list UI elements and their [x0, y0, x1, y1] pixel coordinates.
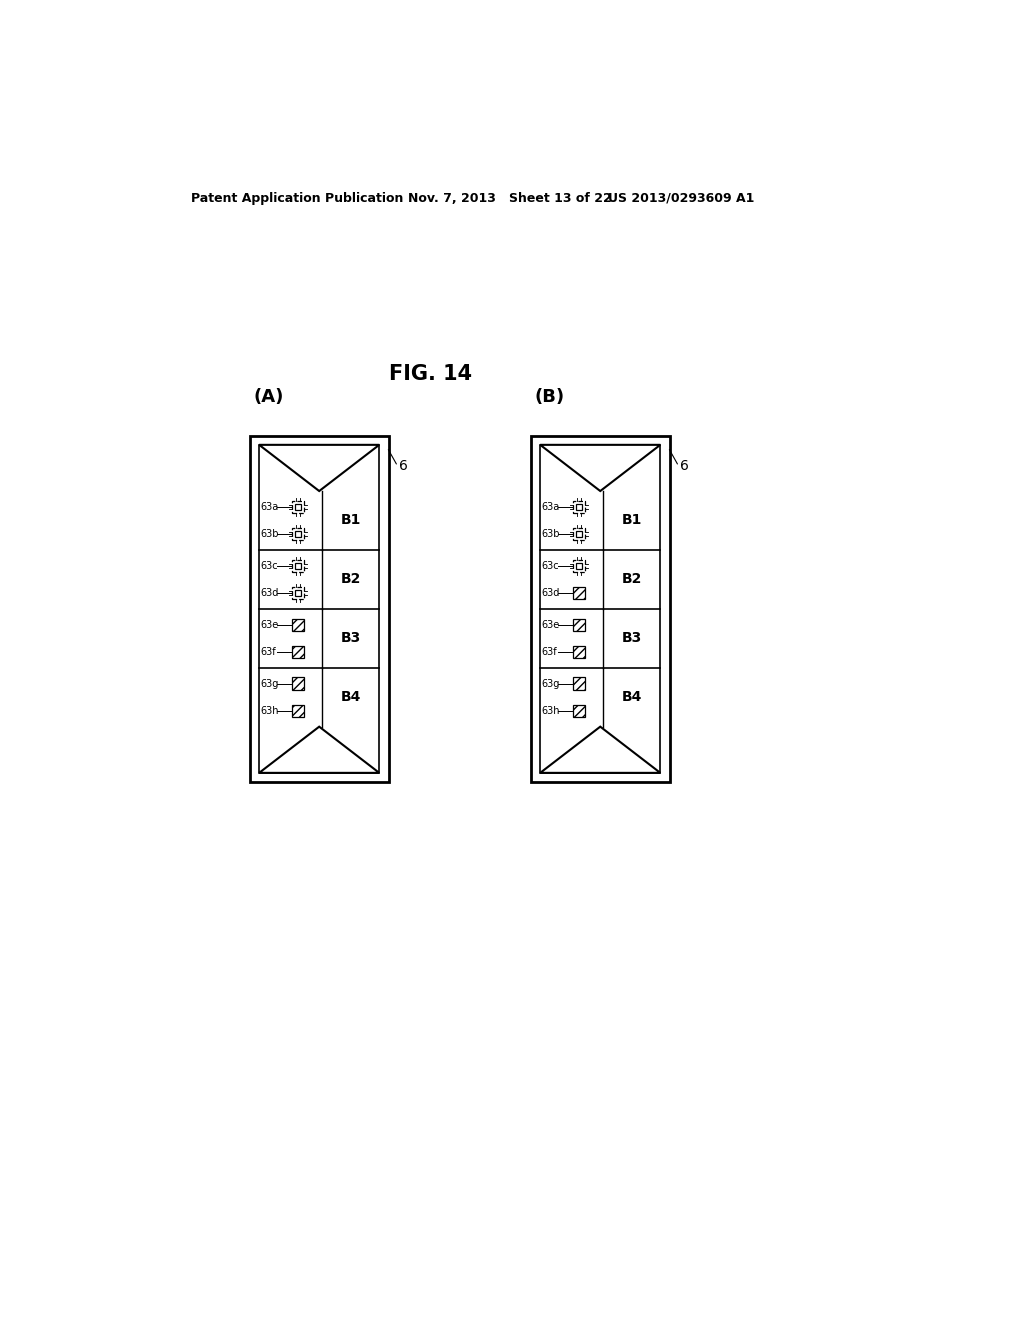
Bar [292, 619, 304, 631]
Text: 63e: 63e [260, 620, 279, 630]
Bar [259, 445, 379, 774]
Bar [575, 504, 582, 510]
Bar [295, 590, 301, 597]
Bar [295, 562, 301, 569]
Bar [572, 528, 585, 540]
Text: 63a: 63a [541, 502, 559, 512]
Text: 63c: 63c [541, 561, 559, 570]
Text: Patent Application Publication: Patent Application Publication [190, 191, 403, 205]
Text: 63c: 63c [260, 561, 278, 570]
Text: B2: B2 [340, 573, 360, 586]
Text: 63g: 63g [541, 678, 559, 689]
Text: 63h: 63h [260, 706, 279, 715]
Text: (A): (A) [254, 388, 284, 407]
Text: (B): (B) [535, 388, 565, 407]
Polygon shape [541, 726, 660, 774]
Text: 63g: 63g [260, 678, 279, 689]
Bar [572, 645, 585, 657]
Bar [575, 531, 582, 537]
Text: B3: B3 [340, 631, 360, 645]
Text: 6: 6 [399, 459, 409, 474]
Text: 63d: 63d [541, 587, 559, 598]
Bar [250, 436, 388, 781]
Text: B4: B4 [622, 690, 642, 704]
Bar [572, 677, 585, 690]
Text: B1: B1 [340, 513, 360, 528]
Bar [572, 500, 585, 513]
Text: 63e: 63e [541, 620, 559, 630]
Bar [292, 500, 304, 513]
Text: B1: B1 [622, 513, 642, 528]
Bar [292, 587, 304, 599]
Bar [575, 562, 582, 569]
Polygon shape [541, 445, 660, 491]
Polygon shape [259, 445, 379, 491]
Text: B3: B3 [622, 631, 642, 645]
Polygon shape [259, 726, 379, 774]
Bar [572, 705, 585, 717]
Text: 63b: 63b [260, 529, 279, 539]
Text: 63f: 63f [541, 647, 557, 657]
Text: 63b: 63b [541, 529, 559, 539]
Text: 63d: 63d [260, 587, 279, 598]
Bar [531, 436, 670, 781]
Bar [295, 531, 301, 537]
Bar [541, 445, 660, 774]
Bar [292, 528, 304, 540]
Text: B4: B4 [340, 690, 360, 704]
Bar [292, 560, 304, 572]
Bar [572, 619, 585, 631]
Text: US 2013/0293609 A1: US 2013/0293609 A1 [608, 191, 755, 205]
Bar [572, 587, 585, 599]
Text: 6: 6 [680, 459, 689, 474]
Text: B2: B2 [622, 573, 642, 586]
Bar [572, 560, 585, 572]
Bar [292, 645, 304, 657]
Text: 63a: 63a [260, 502, 279, 512]
Bar [295, 504, 301, 510]
Bar [292, 705, 304, 717]
Text: 63h: 63h [541, 706, 559, 715]
Bar [292, 677, 304, 690]
Text: Nov. 7, 2013   Sheet 13 of 22: Nov. 7, 2013 Sheet 13 of 22 [408, 191, 611, 205]
Text: 63f: 63f [260, 647, 275, 657]
Text: FIG. 14: FIG. 14 [389, 364, 472, 384]
